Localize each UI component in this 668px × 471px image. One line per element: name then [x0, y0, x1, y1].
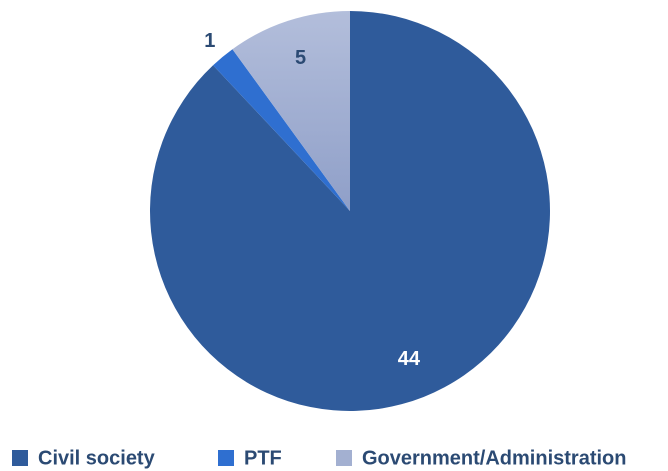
legend-label: PTF [244, 447, 282, 469]
legend-swatch [218, 450, 234, 466]
data-label: 44 [398, 348, 421, 370]
legend-label: Government/Administration [362, 447, 626, 469]
pie-slice [232, 11, 350, 211]
legend-label: Civil society [38, 447, 156, 469]
legend-swatch [336, 450, 352, 466]
data-label: 1 [204, 30, 215, 52]
pie-slice [213, 49, 350, 212]
legend-swatch [12, 450, 28, 466]
data-label: 5 [295, 47, 306, 69]
